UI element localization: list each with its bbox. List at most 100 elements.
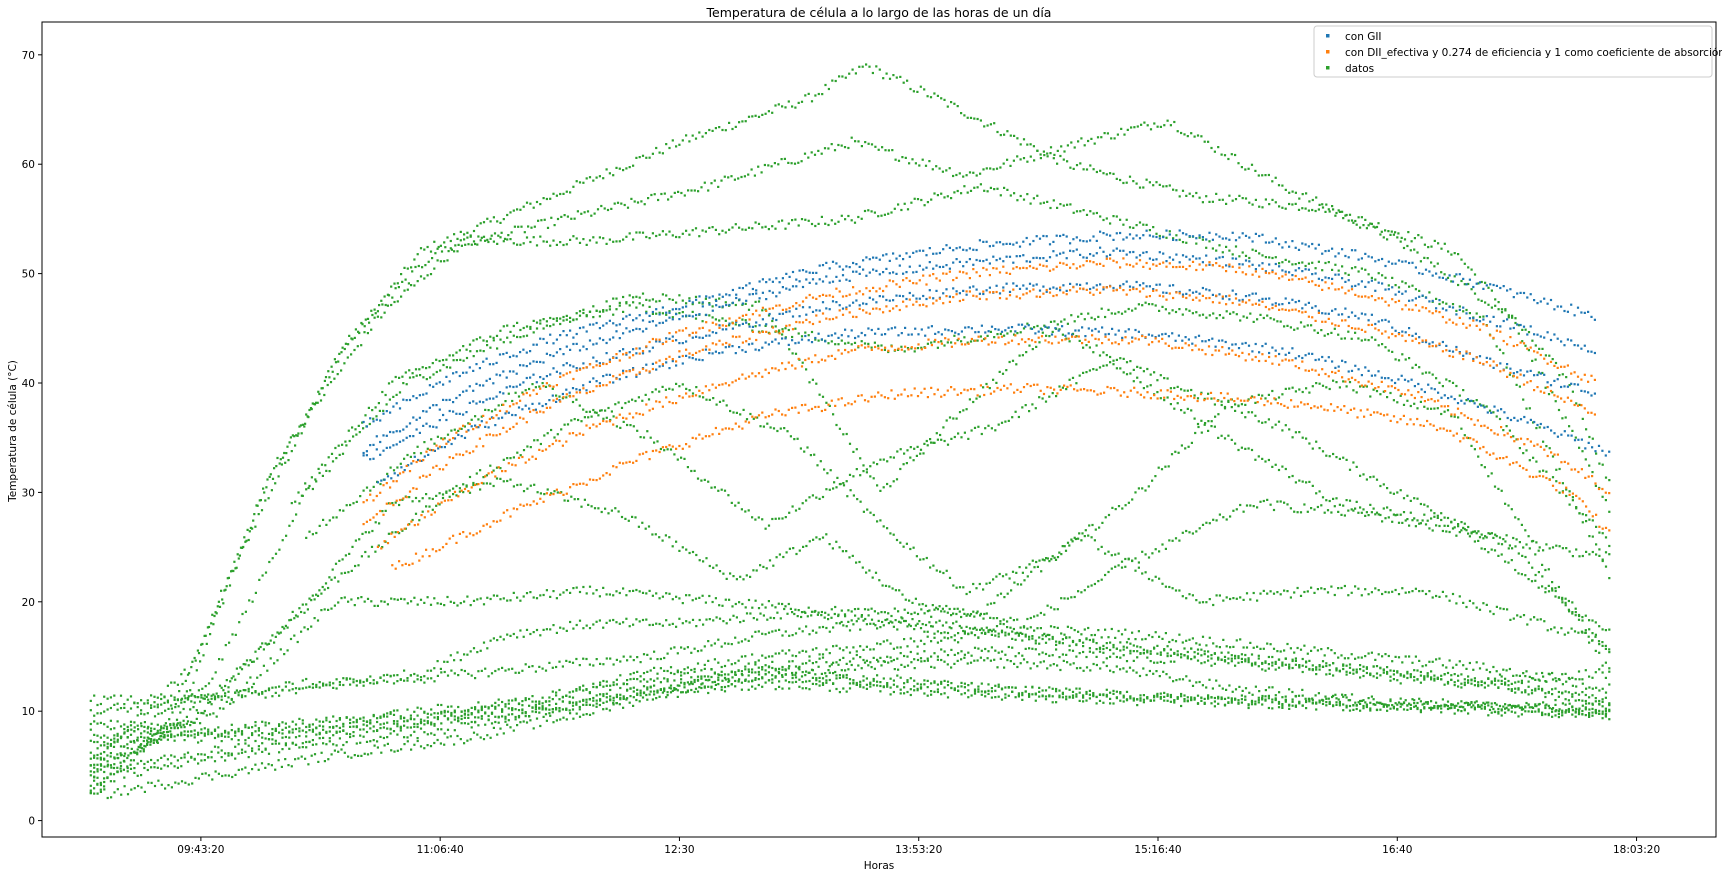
data-point	[772, 427, 776, 430]
data-point	[999, 592, 1003, 595]
data-point	[1254, 414, 1257, 417]
data-point	[766, 422, 769, 425]
data-point	[416, 678, 419, 681]
data-point	[605, 684, 608, 687]
data-point	[569, 238, 572, 241]
data-point	[214, 671, 217, 674]
data-point	[618, 591, 621, 595]
data-point	[926, 679, 929, 682]
data-point	[582, 585, 585, 589]
data-point	[668, 146, 671, 150]
data-point	[1423, 243, 1426, 246]
data-point	[116, 720, 119, 723]
data-point	[877, 215, 880, 218]
data-point	[548, 696, 551, 699]
data-point	[512, 456, 515, 459]
data-point	[1544, 386, 1547, 389]
data-point	[1117, 552, 1120, 555]
data-point	[1196, 694, 1200, 697]
data-point	[323, 393, 326, 397]
data-point	[906, 679, 909, 682]
data-point	[1051, 637, 1054, 640]
data-point	[326, 383, 329, 387]
data-point	[1183, 698, 1186, 701]
data-point	[673, 191, 676, 194]
data-point	[1511, 547, 1514, 550]
data-point	[919, 686, 923, 689]
data-point	[499, 467, 502, 470]
data-point	[1561, 601, 1564, 604]
data-point	[575, 701, 578, 704]
data-point	[146, 712, 149, 715]
data-point	[414, 265, 417, 269]
data-point	[1006, 626, 1009, 629]
data-point	[221, 598, 224, 601]
data-point	[305, 413, 308, 416]
data-point	[99, 736, 102, 739]
data-point	[129, 720, 133, 723]
data-point	[985, 626, 988, 629]
data-point	[957, 632, 960, 635]
data-point	[1068, 695, 1071, 698]
data-point	[911, 618, 914, 621]
data-point	[727, 685, 730, 688]
data-point	[353, 336, 356, 339]
data-point	[813, 153, 817, 156]
data-point	[1382, 236, 1385, 239]
data-point	[1048, 695, 1051, 698]
data-point	[158, 737, 161, 741]
data-point	[690, 651, 693, 654]
data-point	[897, 620, 901, 623]
data-point	[562, 243, 565, 247]
data-point	[338, 453, 341, 456]
data-point	[193, 733, 196, 736]
data-point	[192, 721, 195, 724]
data-point	[416, 674, 419, 677]
data-point	[143, 730, 146, 733]
data-point	[1440, 412, 1443, 416]
data-point	[1321, 203, 1324, 206]
data-point	[963, 630, 966, 633]
data-point	[199, 660, 202, 663]
data-point	[1484, 281, 1487, 284]
data-point	[1257, 174, 1260, 177]
data-point	[342, 722, 345, 725]
data-point	[346, 356, 349, 359]
data-point	[298, 717, 301, 720]
data-point	[914, 162, 917, 165]
data-point	[203, 697, 206, 700]
data-point	[291, 682, 294, 685]
data-point	[980, 627, 983, 630]
data-point	[450, 248, 453, 251]
data-point	[1441, 590, 1444, 593]
data-point	[426, 669, 429, 672]
data-point	[1574, 691, 1577, 694]
data-point	[1406, 708, 1409, 711]
data-point	[463, 709, 466, 712]
data-point	[1467, 525, 1470, 529]
data-point	[983, 612, 986, 616]
data-point	[757, 683, 760, 687]
data-point	[1391, 590, 1394, 593]
data-point	[1477, 530, 1480, 533]
data-point	[683, 194, 686, 197]
data-point	[1132, 368, 1135, 371]
data-point	[249, 659, 252, 662]
data-point	[311, 402, 314, 405]
data-point	[1527, 331, 1531, 334]
data-point	[244, 689, 247, 692]
data-point	[1584, 714, 1587, 717]
data-point	[703, 181, 706, 184]
data-point	[568, 691, 571, 694]
data-point	[1046, 633, 1049, 636]
data-point	[1323, 588, 1326, 591]
data-point	[386, 727, 389, 730]
data-point	[240, 732, 244, 735]
data-point	[818, 393, 821, 396]
data-point	[1131, 631, 1134, 634]
data-point	[376, 682, 379, 685]
data-point	[932, 564, 935, 567]
data-point	[1535, 427, 1538, 430]
data-point	[929, 96, 933, 99]
data-point	[222, 689, 225, 692]
